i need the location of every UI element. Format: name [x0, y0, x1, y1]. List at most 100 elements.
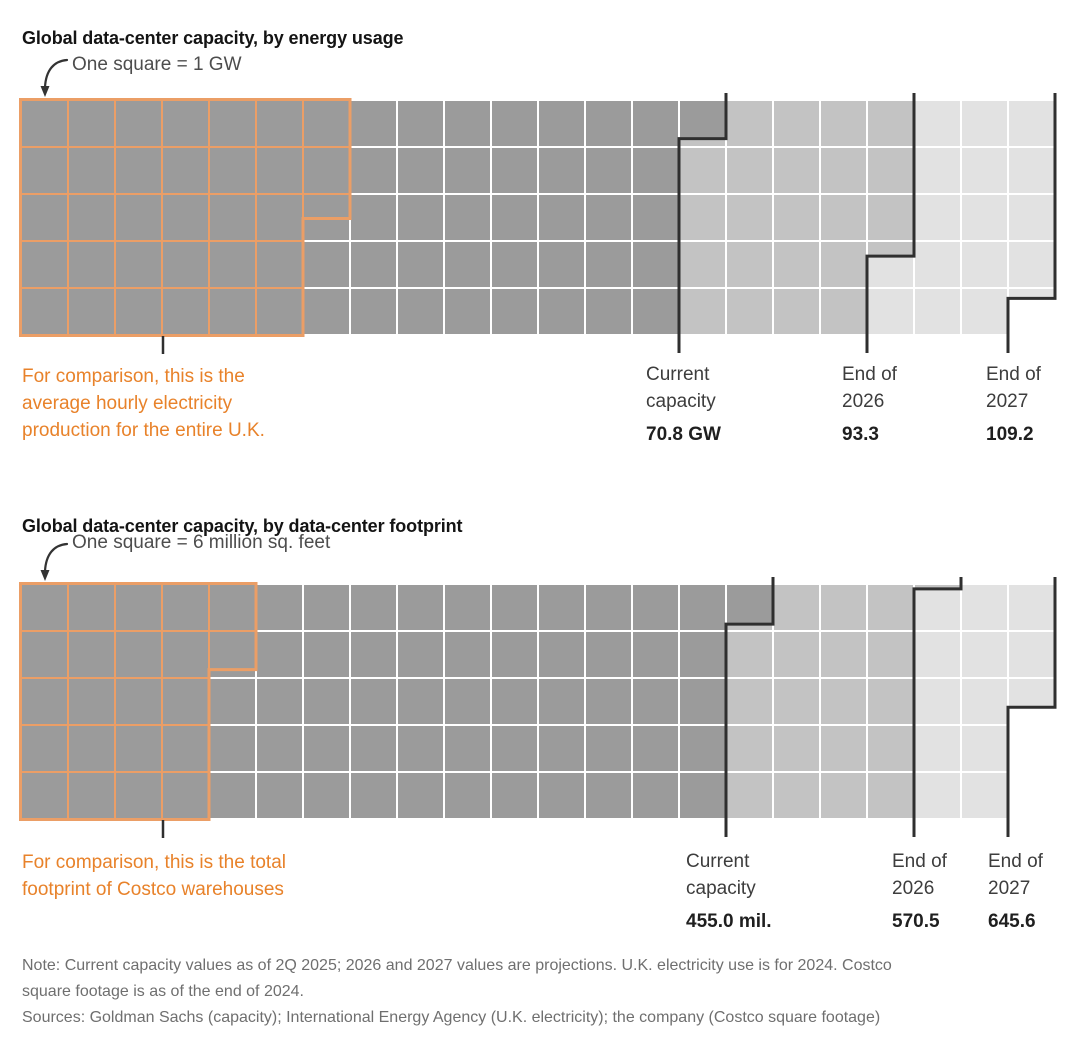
waffle-cell: [116, 289, 161, 334]
note-line: Sources: Goldman Sachs (capacity); Inter…: [22, 1009, 881, 1026]
label-line: capacity: [646, 391, 716, 412]
waffle-cell: [22, 632, 67, 677]
waffle-cell: [163, 679, 208, 724]
label-line: capacity: [686, 878, 756, 899]
waffle-cell: [492, 242, 537, 287]
waffle-cell: [774, 773, 819, 818]
waffle-cell: [351, 195, 396, 240]
waffle-cell: [915, 773, 960, 818]
waffle-cell: [586, 242, 631, 287]
waffle-cell: [586, 195, 631, 240]
waffle-cell: [727, 679, 772, 724]
waffle-cell: [868, 195, 913, 240]
waffle-cell: [22, 148, 67, 193]
waffle-cell: [210, 242, 255, 287]
waffle-cell: [915, 289, 960, 334]
waffle-cell: [774, 632, 819, 677]
waffle-cell: [821, 585, 866, 630]
waffle-cell: [868, 289, 913, 334]
waffle-cell: [492, 773, 537, 818]
waffle-cell: [69, 773, 114, 818]
waffle-cell: [868, 585, 913, 630]
waffle-cell: [398, 773, 443, 818]
waffle-cell: [304, 148, 349, 193]
label-end-2026: End of 2026 93.3: [842, 361, 897, 448]
waffle-cell: [1009, 289, 1054, 334]
waffle-cell: [351, 289, 396, 334]
waffle-cell: [727, 148, 772, 193]
waffle-cell: [210, 195, 255, 240]
waffle-cell: [69, 242, 114, 287]
waffle-cell: [680, 632, 725, 677]
waffle-cell: [398, 148, 443, 193]
label-current-capacity: Current capacity 455.0 mil.: [686, 848, 772, 935]
waffle-cell: [1009, 632, 1054, 677]
waffle-cell: [774, 148, 819, 193]
waffle-cell: [445, 289, 490, 334]
waffle-cell: [69, 585, 114, 630]
waffle-cell: [398, 679, 443, 724]
waffle-cell: [445, 148, 490, 193]
waffle-cell: [163, 289, 208, 334]
waffle-cell: [539, 195, 584, 240]
waffle-cell: [351, 726, 396, 771]
waffle-cell: [1009, 195, 1054, 240]
waffle-cell: [69, 726, 114, 771]
waffle-cell: [116, 679, 161, 724]
waffle-cell: [116, 195, 161, 240]
waffle-cell: [962, 101, 1007, 146]
caption-line: For comparison, this is the total: [22, 852, 286, 873]
waffle-cell: [22, 726, 67, 771]
waffle-cell: [633, 101, 678, 146]
waffle-cell: [539, 289, 584, 334]
waffle-cell: [821, 679, 866, 724]
waffle-cell: [680, 773, 725, 818]
waffle-cell: [586, 632, 631, 677]
waffle-cell: [915, 101, 960, 146]
label-end-2027: End of 2027 109.2: [986, 361, 1041, 448]
waffle-cell: [398, 195, 443, 240]
waffle-cell: [915, 195, 960, 240]
waffle-cell: [163, 242, 208, 287]
waffle-cell: [539, 242, 584, 287]
waffle-cell: [821, 195, 866, 240]
waffle-cell: [915, 679, 960, 724]
waffle-cell: [22, 773, 67, 818]
waffle-cell: [257, 726, 302, 771]
waffle-cell: [304, 585, 349, 630]
waffle-cell: [163, 195, 208, 240]
waffle-cell: [116, 585, 161, 630]
waffle-cell: [210, 773, 255, 818]
footnote: Note: Current capacity values as of 2Q 2…: [22, 953, 892, 1031]
waffle-cell: [539, 148, 584, 193]
waffle-cell: [304, 289, 349, 334]
waffle-cell: [915, 632, 960, 677]
waffle-cell: [680, 195, 725, 240]
value-label: 645.6: [988, 911, 1036, 932]
waffle-cell: [1009, 679, 1054, 724]
waffle-cell: [398, 289, 443, 334]
label-line: 2027: [988, 878, 1031, 899]
waffle-cell: [962, 289, 1007, 334]
waffle-cell: [915, 242, 960, 287]
waffle-cell: [398, 242, 443, 287]
waffle-cell: [821, 242, 866, 287]
waffle-cell: [257, 242, 302, 287]
waffle-cell: [915, 585, 960, 630]
waffle-cell: [1009, 148, 1054, 193]
waffle-cell: [774, 679, 819, 724]
waffle-cell: [774, 242, 819, 287]
label-current-capacity: Current capacity 70.8 GW: [646, 361, 721, 448]
label-line: End of: [842, 364, 897, 385]
waffle-cell: [821, 773, 866, 818]
label-line: End of: [892, 851, 947, 872]
waffle-cell: [22, 242, 67, 287]
waffle-cell: [492, 632, 537, 677]
waffle-cell: [539, 726, 584, 771]
waffle-cell: [586, 289, 631, 334]
waffle-cell: [492, 289, 537, 334]
waffle-cell: [868, 242, 913, 287]
waffle-cell: [210, 289, 255, 334]
waffle-cell: [821, 101, 866, 146]
waffle-cell: [868, 773, 913, 818]
